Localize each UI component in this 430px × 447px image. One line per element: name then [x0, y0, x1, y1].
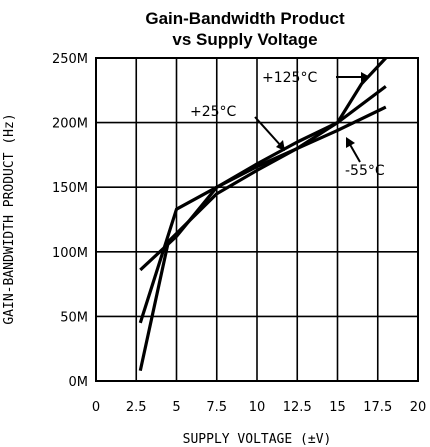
x-tick-label: 10 — [249, 400, 266, 415]
series-lines — [138, 56, 387, 372]
arrow-25 — [254, 116, 283, 148]
y-tick-label: 250M — [52, 52, 88, 67]
x-tick-label: 20 — [410, 400, 427, 415]
x-axis-label: SUPPLY VOLTAGE (±V) — [183, 432, 332, 447]
series-line-0 — [138, 56, 387, 372]
y-tick-label: 0M — [69, 375, 89, 390]
plot-frame — [95, 57, 419, 382]
arrowhead-125 — [361, 72, 370, 82]
series-label-25: +25°C — [190, 104, 237, 120]
y-axis-label: GAIN-BANDWIDTH PRODUCT (Hz) — [2, 113, 17, 324]
y-tick-label: 150M — [52, 181, 88, 196]
x-tick-label: 5 — [172, 400, 180, 415]
grid — [95, 57, 419, 382]
y-tick-label: 200M — [52, 117, 88, 132]
x-tick-label: 2.5 — [126, 400, 147, 415]
series-label-125: +125°C — [262, 70, 317, 86]
x-tick-label: 12.5 — [283, 400, 312, 415]
chart-title-line1: Gain-Bandwidth Product — [145, 9, 345, 28]
arrowhead-25 — [276, 140, 285, 151]
series-label-55: -55°C — [345, 163, 385, 179]
x-tick-label: 17.5 — [363, 400, 392, 415]
x-tick-label: 0 — [92, 400, 100, 415]
chart-title-line2: vs Supply Voltage — [172, 30, 317, 49]
y-tick-label: 100M — [52, 246, 88, 261]
y-tick-label: 50M — [60, 310, 88, 325]
series-line-2 — [139, 105, 387, 272]
x-tick-label: 15 — [329, 400, 346, 415]
x-tick-labels: 0 2.5 5 7.5 10 12.5 15 17.5 20 — [92, 400, 426, 415]
x-tick-label: 7.5 — [206, 400, 227, 415]
series-line-1 — [138, 85, 387, 324]
arrowhead-55 — [346, 137, 355, 148]
y-tick-labels: 0M 50M 100M 150M 200M 250M — [52, 52, 88, 390]
